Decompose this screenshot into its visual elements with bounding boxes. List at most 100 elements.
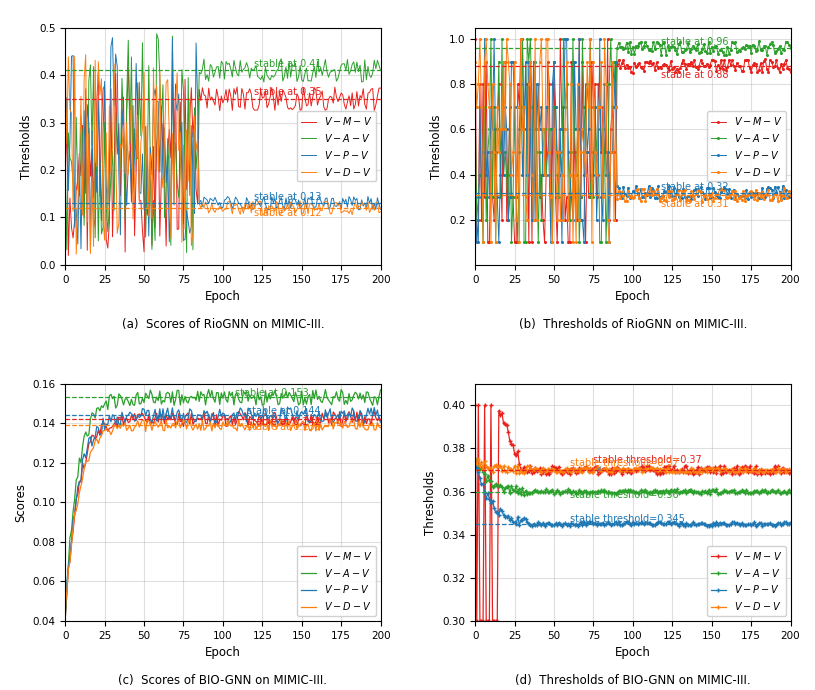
$V-A-V$ <box>376 66 385 75</box>
Line: $V-A-V$: $V-A-V$ <box>65 34 381 253</box>
$V-M-V$ <box>350 417 360 425</box>
$V-D-V$ <box>81 50 90 59</box>
$V-D-V$ <box>313 415 323 424</box>
$V-P-V$ <box>786 518 795 526</box>
$V-M-V$ <box>587 57 597 66</box>
X-axis label: Epoch: Epoch <box>205 647 240 659</box>
$V-D-V$ <box>760 466 770 474</box>
$V-D-V$ <box>178 141 188 149</box>
Text: stable at 0.139: stable at 0.139 <box>247 422 320 432</box>
$V-P-V$ <box>89 435 99 444</box>
$V-D-V$ <box>478 238 488 246</box>
Line: $V-M-V$: $V-M-V$ <box>65 412 381 619</box>
$V-D-V$ <box>350 424 360 433</box>
$V-A-V$ <box>232 389 242 397</box>
Text: stable at 0.142: stable at 0.142 <box>247 417 320 427</box>
Line: $V-D-V$: $V-D-V$ <box>474 457 792 475</box>
$V-M-V$ <box>376 84 385 92</box>
$V-A-V$ <box>350 388 360 396</box>
$V-M-V$ <box>64 251 73 259</box>
$V-P-V$ <box>472 464 482 472</box>
$V-P-V$ <box>350 416 360 424</box>
X-axis label: Epoch: Epoch <box>205 290 240 303</box>
$V-D-V$ <box>588 57 598 66</box>
$V-P-V$ <box>470 455 480 463</box>
$V-P-V$ <box>588 170 598 179</box>
$V-P-V$ <box>193 411 203 419</box>
$V-M-V$ <box>605 470 615 478</box>
$V-P-V$ <box>762 184 772 193</box>
$V-A-V$ <box>472 455 482 464</box>
$V-A-V$ <box>760 486 770 494</box>
$V-P-V$ <box>760 520 770 529</box>
$V-D-V$ <box>60 54 70 62</box>
Text: stable threshold=0.37: stable threshold=0.37 <box>570 457 679 468</box>
$V-A-V$ <box>642 489 652 497</box>
Text: stable at 0.96: stable at 0.96 <box>661 37 729 47</box>
$V-M-V$ <box>587 465 597 473</box>
$V-P-V$ <box>60 128 70 137</box>
$V-A-V$ <box>472 215 482 224</box>
X-axis label: Epoch: Epoch <box>615 290 651 303</box>
$V-P-V$ <box>234 199 244 208</box>
$V-P-V$ <box>178 237 188 245</box>
Text: stable threshold=0.37: stable threshold=0.37 <box>593 455 703 471</box>
$V-A-V$ <box>486 34 496 43</box>
$V-M-V$ <box>60 172 70 180</box>
$V-A-V$ <box>786 489 795 497</box>
$V-A-V$ <box>644 46 654 55</box>
Title: (b)  Thresholds of RioGNN on MIMIC-III.: (b) Thresholds of RioGNN on MIMIC-III. <box>518 318 747 331</box>
$V-M-V$ <box>62 115 72 123</box>
$V-A-V$ <box>177 66 187 74</box>
$V-M-V$ <box>90 214 100 222</box>
$V-A-V$ <box>606 34 615 43</box>
Text: stable at 0.32: stable at 0.32 <box>661 182 729 192</box>
$V-P-V$ <box>472 238 482 246</box>
$V-P-V$ <box>231 417 240 425</box>
$V-P-V$ <box>587 518 597 526</box>
$V-P-V$ <box>352 195 362 203</box>
$V-D-V$ <box>175 424 185 432</box>
$V-A-V$ <box>502 170 512 179</box>
Line: $V-D-V$: $V-D-V$ <box>474 38 791 243</box>
$V-M-V$ <box>60 615 70 623</box>
$V-M-V$ <box>234 408 244 416</box>
$V-A-V$ <box>62 246 72 254</box>
Line: $V-A-V$: $V-A-V$ <box>474 457 792 497</box>
$V-P-V$ <box>376 205 385 213</box>
$V-M-V$ <box>500 57 510 66</box>
$V-M-V$ <box>500 420 510 428</box>
Y-axis label: Thresholds: Thresholds <box>20 114 33 179</box>
$V-D-V$ <box>376 208 385 216</box>
$V-D-V$ <box>470 57 480 66</box>
$V-A-V$ <box>234 72 244 80</box>
$V-D-V$ <box>231 424 240 432</box>
$V-A-V$ <box>89 62 99 70</box>
Legend: $V-M-V$, $V-A-V$, $V-P-V$, $V-D-V$: $V-M-V$, $V-A-V$, $V-P-V$, $V-D-V$ <box>707 546 786 616</box>
$V-D-V$ <box>499 462 509 470</box>
$V-M-V$ <box>760 55 770 63</box>
$V-M-V$ <box>175 417 185 426</box>
$V-A-V$ <box>605 487 615 495</box>
$V-P-V$ <box>86 246 95 254</box>
Legend: $V-M-V$, $V-A-V$, $V-P-V$, $V-D-V$: $V-M-V$, $V-A-V$, $V-P-V$, $V-D-V$ <box>297 546 376 616</box>
Line: $V-P-V$: $V-P-V$ <box>65 407 381 615</box>
$V-M-V$ <box>62 591 72 600</box>
Legend: $V-M-V$, $V-A-V$, $V-P-V$, $V-D-V$: $V-M-V$, $V-A-V$, $V-P-V$, $V-D-V$ <box>707 111 786 181</box>
$V-A-V$ <box>588 193 598 201</box>
$V-M-V$ <box>642 462 652 470</box>
$V-A-V$ <box>89 410 99 418</box>
Text: stable at 0.12: stable at 0.12 <box>254 208 322 217</box>
Line: $V-M-V$: $V-M-V$ <box>474 404 792 623</box>
$V-P-V$ <box>376 418 385 426</box>
$V-P-V$ <box>470 193 480 201</box>
$V-P-V$ <box>283 403 293 411</box>
$V-A-V$ <box>587 488 597 496</box>
$V-P-V$ <box>644 182 654 190</box>
$V-A-V$ <box>62 584 72 592</box>
$V-M-V$ <box>786 469 795 477</box>
$V-A-V$ <box>193 387 203 395</box>
$V-P-V$ <box>196 196 205 204</box>
Line: $V-M-V$: $V-M-V$ <box>474 38 791 243</box>
Text: stable threshold=0.36: stable threshold=0.36 <box>570 490 678 500</box>
